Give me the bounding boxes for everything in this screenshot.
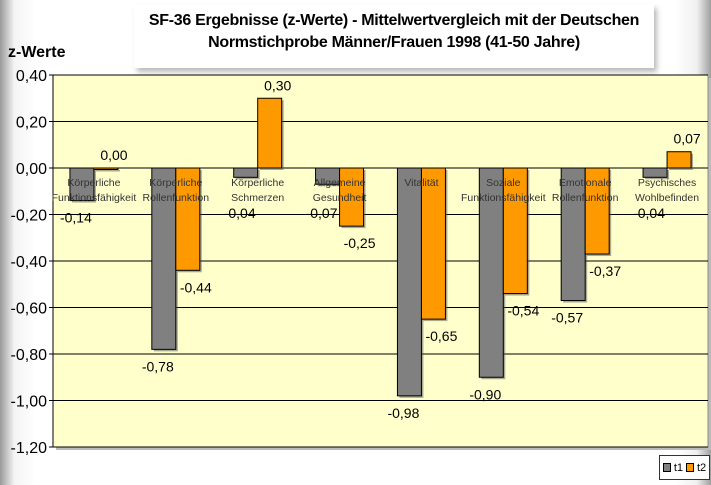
category-label: Emotionale bbox=[559, 177, 612, 189]
data-label-t2: -0,25 bbox=[344, 235, 376, 251]
bar-t2 bbox=[257, 97, 283, 169]
data-label-t2: -0,37 bbox=[589, 263, 621, 279]
data-label-t2: 0,07 bbox=[673, 131, 700, 147]
bar-t2 bbox=[339, 167, 365, 227]
bar-t2 bbox=[175, 167, 201, 271]
category-label: Soziale bbox=[486, 177, 521, 189]
bar-t2 bbox=[584, 167, 610, 255]
legend: t1 t2 bbox=[659, 455, 710, 480]
y-tick-label: -0,40 bbox=[11, 254, 48, 271]
category-label: Körperliche bbox=[67, 177, 120, 189]
data-label-t1: -0,07 bbox=[306, 205, 338, 221]
chart-title: SF-36 Ergebnisse (z-Werte) - Mittelwertv… bbox=[148, 12, 640, 29]
chart-subtitle: Normstichprobe Männer/Frauen 1998 (41-50… bbox=[208, 34, 580, 51]
data-label-t1: -0,90 bbox=[469, 386, 501, 402]
data-label-t2: 0,00 bbox=[100, 147, 127, 163]
category-label: Funktionsfähigkeit bbox=[461, 192, 546, 204]
legend-swatch-t1 bbox=[662, 463, 671, 472]
bar-shadow bbox=[95, 170, 120, 172]
legend-label-t2: t2 bbox=[697, 461, 707, 474]
data-label-t1: -0,04 bbox=[224, 205, 256, 221]
bar-t2 bbox=[502, 167, 528, 295]
y-tick-label: -1,20 bbox=[11, 440, 48, 457]
y-axis-label: z-Werte bbox=[8, 44, 66, 61]
bar-t1 bbox=[233, 167, 259, 178]
y-tick-label: -0,20 bbox=[11, 208, 48, 225]
legend-label-t1: t1 bbox=[673, 461, 683, 474]
category-label: Schmerzen bbox=[231, 192, 284, 204]
bar-t1 bbox=[151, 167, 177, 350]
data-label-t2: -0,65 bbox=[425, 328, 457, 344]
data-label-t2: -0,54 bbox=[507, 303, 539, 319]
y-tick-label: -0,80 bbox=[11, 347, 48, 364]
y-tick-label: -1,00 bbox=[11, 394, 48, 411]
y-tick-label: -0,60 bbox=[11, 301, 48, 318]
category-label: Rollenfunktion bbox=[552, 192, 619, 204]
category-label: Körperliche bbox=[149, 177, 202, 189]
y-tick-label: 0,20 bbox=[16, 115, 47, 132]
bar-t1 bbox=[642, 167, 668, 178]
category-label: Körperliche bbox=[231, 177, 284, 189]
bar-t2 bbox=[93, 167, 119, 170]
bar-t1 bbox=[560, 167, 586, 302]
category-label: Rollenfunktion bbox=[143, 192, 210, 204]
data-label-t1: -0,57 bbox=[551, 310, 583, 326]
bar-t2 bbox=[420, 167, 446, 320]
data-label-t2: 0,30 bbox=[264, 77, 291, 93]
chart-title-box: SF-36 Ergebnisse (z-Werte) - Mittelwertv… bbox=[134, 4, 654, 68]
category-label: Vitalität bbox=[404, 177, 438, 189]
data-label-t1: -0,98 bbox=[387, 405, 419, 421]
data-label-t1: -0,14 bbox=[60, 210, 92, 226]
legend-swatch-t2 bbox=[686, 463, 694, 472]
bar-t1 bbox=[69, 167, 95, 202]
category-label: Wohlbefinden bbox=[635, 192, 699, 204]
bar-t1 bbox=[478, 167, 504, 378]
bar-t2 bbox=[666, 151, 692, 169]
y-tick-label: 0,00 bbox=[16, 161, 47, 178]
category-label: Gesundheit bbox=[313, 192, 367, 204]
y-tick-label: 0,40 bbox=[16, 68, 47, 85]
category-label: Psychisches bbox=[638, 177, 696, 189]
data-label-t1: -0,04 bbox=[633, 205, 665, 221]
category-label: Allgemeine bbox=[314, 177, 366, 189]
category-label: Funktionsfähigkeit bbox=[52, 192, 137, 204]
data-label-t2: -0,44 bbox=[180, 279, 212, 295]
data-label-t1: -0,78 bbox=[142, 358, 174, 374]
bar-t1 bbox=[396, 167, 422, 397]
